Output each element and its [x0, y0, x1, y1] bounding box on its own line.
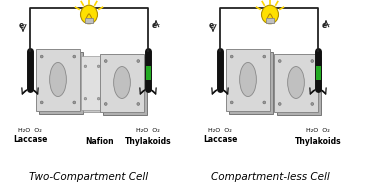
Ellipse shape — [311, 103, 314, 105]
Text: Laccase: Laccase — [203, 135, 237, 143]
Text: Nafion: Nafion — [86, 136, 114, 146]
FancyBboxPatch shape — [39, 51, 83, 114]
Text: Laccase: Laccase — [13, 135, 47, 143]
Text: e⁻: e⁻ — [321, 20, 331, 29]
FancyBboxPatch shape — [226, 49, 270, 111]
Text: H₂O  O₂: H₂O O₂ — [18, 129, 42, 133]
Ellipse shape — [40, 55, 43, 58]
FancyBboxPatch shape — [103, 57, 147, 115]
FancyBboxPatch shape — [277, 57, 321, 115]
Ellipse shape — [84, 65, 87, 67]
FancyBboxPatch shape — [229, 51, 273, 114]
Text: H₂O  O₂: H₂O O₂ — [136, 129, 160, 133]
Text: Compartment-less Cell: Compartment-less Cell — [211, 172, 329, 182]
Ellipse shape — [81, 5, 98, 24]
FancyBboxPatch shape — [100, 53, 144, 112]
FancyBboxPatch shape — [36, 49, 80, 111]
Text: e⁻: e⁻ — [19, 20, 28, 29]
Bar — [266, 18, 274, 23]
Bar — [85, 18, 93, 23]
Ellipse shape — [104, 103, 107, 105]
Ellipse shape — [263, 55, 266, 58]
FancyBboxPatch shape — [83, 57, 105, 112]
Ellipse shape — [98, 98, 100, 100]
Ellipse shape — [263, 101, 266, 104]
Bar — [146, 66, 150, 80]
Bar — [87, 23, 91, 24]
Ellipse shape — [73, 101, 76, 104]
Text: H₂O  O₂: H₂O O₂ — [208, 129, 232, 133]
FancyBboxPatch shape — [81, 56, 103, 109]
Ellipse shape — [73, 55, 76, 58]
Text: H₂O  O₂: H₂O O₂ — [306, 129, 330, 133]
Ellipse shape — [50, 62, 67, 97]
Ellipse shape — [84, 98, 87, 100]
Text: e⁻: e⁻ — [208, 20, 218, 29]
Ellipse shape — [311, 60, 314, 62]
Text: e⁻: e⁻ — [151, 20, 161, 29]
Ellipse shape — [40, 101, 43, 104]
Ellipse shape — [104, 60, 107, 62]
Ellipse shape — [230, 55, 233, 58]
Ellipse shape — [288, 67, 304, 98]
Text: Thylakoids: Thylakoids — [295, 136, 341, 146]
Ellipse shape — [114, 67, 130, 98]
Ellipse shape — [98, 65, 100, 67]
Ellipse shape — [240, 62, 256, 97]
Bar — [316, 66, 321, 80]
Ellipse shape — [278, 60, 281, 62]
Ellipse shape — [230, 101, 233, 104]
Text: Two-Compartment Cell: Two-Compartment Cell — [29, 172, 149, 182]
Ellipse shape — [278, 103, 281, 105]
Ellipse shape — [137, 103, 140, 105]
Ellipse shape — [262, 5, 279, 24]
FancyBboxPatch shape — [274, 53, 318, 112]
Ellipse shape — [137, 60, 140, 62]
Text: Thylakoids: Thylakoids — [125, 136, 171, 146]
Bar — [268, 23, 272, 24]
